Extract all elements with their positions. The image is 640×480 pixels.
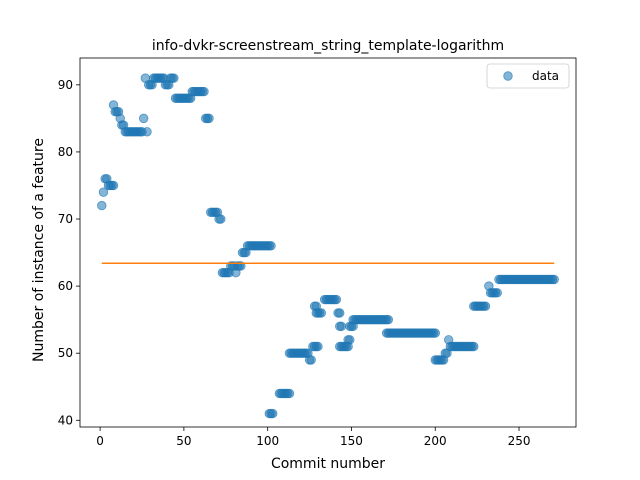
data-point (284, 388, 295, 399)
legend-marker (503, 71, 513, 81)
plot-area: 0 50 100 150 200 250 40 50 60 70 80 90 (58, 57, 577, 448)
data-point (204, 113, 214, 124)
y-tick-label: 80 (58, 145, 73, 159)
data-point (169, 73, 179, 83)
data-point (383, 314, 394, 325)
chart-title: info-dvkr-screenstream_string_template-l… (152, 38, 504, 54)
data-point (335, 308, 345, 318)
y-tick-label: 70 (58, 212, 73, 226)
legend-label: data (532, 69, 559, 83)
data-point (316, 308, 326, 318)
x-tick-label: 200 (424, 434, 447, 448)
data-point (266, 241, 276, 251)
data-point (138, 113, 149, 124)
y-axis-label: Number of instance of a feature (31, 138, 47, 362)
x-tick-label: 150 (340, 434, 363, 448)
legend-box (486, 63, 570, 89)
axes-frame (79, 57, 577, 428)
data-point (199, 86, 209, 97)
data-point (142, 127, 152, 137)
y-tick-label: 90 (58, 78, 73, 92)
data-point (345, 335, 355, 345)
x-tick-label: 250 (508, 434, 531, 448)
data-point (216, 214, 226, 224)
data-point (549, 274, 559, 285)
y-tick-label: 50 (58, 346, 73, 360)
x-tick-label: 100 (256, 434, 279, 448)
data-point (313, 341, 323, 352)
legend: data (486, 63, 570, 89)
data-point (268, 408, 278, 419)
data-point (97, 200, 107, 211)
y-tick-label: 60 (58, 279, 73, 293)
data-point (108, 180, 119, 191)
data-point (492, 288, 502, 298)
x-axis-label: Commit number (271, 456, 385, 472)
data-point (480, 301, 491, 311)
data-point (306, 355, 316, 365)
y-tick-label: 40 (58, 413, 73, 427)
x-tick-label: 50 (176, 434, 191, 448)
data-point (336, 321, 347, 332)
x-tick-label: 0 (96, 434, 104, 448)
data-point (331, 294, 342, 305)
data-point (469, 341, 479, 352)
data-point (430, 328, 440, 338)
data-point (98, 187, 109, 197)
